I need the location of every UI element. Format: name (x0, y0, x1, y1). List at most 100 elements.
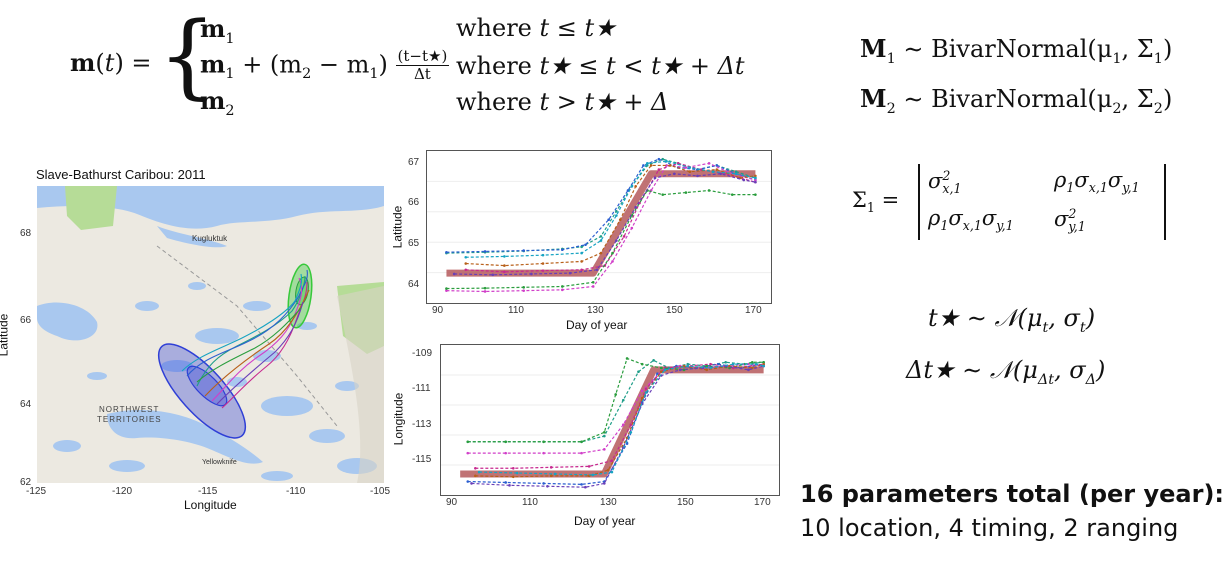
latitude-series-7-point (491, 273, 495, 277)
latitude-series-6-point (599, 251, 603, 255)
map-ylabel: Latitude (0, 313, 11, 357)
latitude-series-3-point (522, 289, 525, 292)
longitude-series-6-point (625, 436, 629, 440)
latitude-series-3-point (591, 285, 595, 288)
longitude-series-1-point (603, 434, 606, 438)
lat-ytick-67: 67 (408, 157, 420, 168)
lon-ytick-113: -113 (412, 419, 432, 430)
latitude-series-2-point (483, 250, 487, 253)
longitude-series-8-point (709, 366, 712, 370)
caribou-map: Kugluktuk NORTHWEST TERRITORIES Yellowkn… (37, 186, 384, 483)
map-canvas: Kugluktuk NORTHWEST TERRITORIES Yellowkn… (37, 186, 384, 483)
longitude-series-7-point (747, 368, 750, 372)
longitude-series-6-point (511, 475, 515, 479)
m-equation: m(t) = { m1 m1 + (m2 − m1) (t−t★) Δt m2 w… (70, 2, 745, 120)
matrix-cell-11: σ2x,1 (928, 168, 962, 197)
longitude-series-5-point (542, 440, 545, 444)
latitude-series-6-point (503, 264, 506, 267)
latitude-series-5-point (730, 193, 734, 196)
latitude-series-7-point (754, 180, 757, 184)
longitude-series-6-point (606, 468, 610, 472)
latitude-fitted-line (446, 170, 756, 277)
lat-xtick-170: 170 (745, 305, 762, 316)
latitude-series-8-point (754, 176, 757, 180)
latitude-series-6-point (669, 164, 672, 167)
longitude-series-4-point (644, 387, 648, 391)
longitude-series-8-point (762, 364, 765, 368)
latitude-series-2-point (607, 218, 610, 221)
sigma-matrix: σ2x,1 ρ1σx,1σy,1 ρ1σx,1σy,1 σ2y,1 (918, 164, 1166, 240)
longitude-series-5-point (682, 368, 686, 372)
latitude-series-5-point (611, 251, 614, 255)
longitude-series-8-point (754, 362, 758, 366)
latitude-series-8-point (580, 251, 583, 255)
latitude-series-5-point (445, 287, 448, 290)
map-title: Slave-Bathurst Caribou: 2011 (36, 167, 206, 182)
latitude-series-line-2 (446, 158, 756, 253)
longitude-series-5-point (466, 440, 470, 444)
prior-delta-t: Δt★ ∼ 𝒩(μΔt, σΔ) (906, 356, 1106, 388)
lat-xtick-90: 90 (432, 305, 444, 316)
longitude-series-3-point (542, 451, 545, 455)
longitude-series-1-point (724, 360, 727, 364)
longitude-series-4-point (731, 366, 735, 370)
longitude-series-5-point (614, 393, 617, 396)
latitude-series-7-point (615, 239, 618, 242)
longitude-series-8-point (591, 473, 595, 477)
longitude-series-8-point (553, 472, 557, 476)
lat-ylabel: Latitude (390, 205, 405, 249)
map-ytick-68: 68 (20, 228, 32, 239)
map-ytick-64: 64 (20, 399, 32, 410)
map-xtick-125: -125 (26, 486, 47, 497)
lon-xlabel: Day of year (574, 514, 636, 528)
latitude-series-5-point (661, 193, 665, 196)
longitude-series-line-3 (467, 363, 764, 454)
case-row-3: m2 (200, 86, 235, 119)
longitude-series-3-point (640, 389, 644, 392)
longitude-series-line-2 (467, 363, 764, 485)
lake-west (37, 302, 98, 341)
longitude-series-5-point (625, 357, 629, 360)
latitude-series-1-point (580, 245, 583, 249)
latitude-series-7-point (595, 268, 599, 272)
latitude-series-1-point (734, 170, 738, 173)
longitude-series-1-point (686, 362, 690, 366)
lon-xtick-90: 90 (446, 497, 458, 508)
longitude-series-7-point (508, 484, 511, 487)
matrix-left-bar (918, 164, 920, 240)
longitude-series-1-point (637, 370, 640, 374)
latitude-series-6-point (464, 262, 468, 265)
longitude-series-5-point (659, 366, 663, 370)
matrix-cell-21: ρ1σx,1σy,1 (928, 206, 1014, 234)
longitude-series-8-point (644, 391, 648, 394)
prior-M1: M1 ∼ BivarNormal(μ1, Σ1) (860, 34, 1173, 67)
longitude-series-8-point (515, 471, 519, 475)
longitude-series-3-point (621, 423, 625, 427)
longitude-series-5-point (705, 364, 709, 368)
summary-title: 16 parameters total (per year): (800, 480, 1225, 508)
latitude-series-2-point (642, 164, 645, 167)
latitude-series-5-point (522, 286, 525, 289)
latitude-series-5-point (561, 285, 564, 288)
condition-3: where t > t★ + Δ (456, 88, 669, 116)
latitude-series-8-point (599, 239, 603, 242)
latitude-series-3-point (561, 288, 564, 292)
lon-xtick-170: 170 (754, 497, 771, 508)
longitude-series-4-point (709, 362, 712, 366)
longitude-series-3-point (504, 451, 507, 455)
longitude-series-4-point (549, 466, 553, 469)
lon-xtick-150: 150 (677, 497, 694, 508)
longitude-series-2-point (504, 481, 507, 484)
longitude-series-line-4 (475, 363, 764, 469)
latitude-series-6-point (649, 164, 653, 167)
longitude-series-6-point (659, 370, 663, 374)
latitude-series-4-point (503, 270, 506, 274)
place-kugluktuk: Kugluktuk (192, 234, 228, 243)
lon-ytick-109: -109 (412, 348, 433, 359)
left-brace: { (158, 2, 217, 109)
latitude-series-line-4 (465, 162, 756, 273)
lat-ytick-65: 65 (408, 238, 420, 249)
latitude-series-6-point (541, 262, 545, 265)
latitude-series-4-point (622, 235, 626, 238)
longitude-series-3-point (466, 451, 470, 455)
